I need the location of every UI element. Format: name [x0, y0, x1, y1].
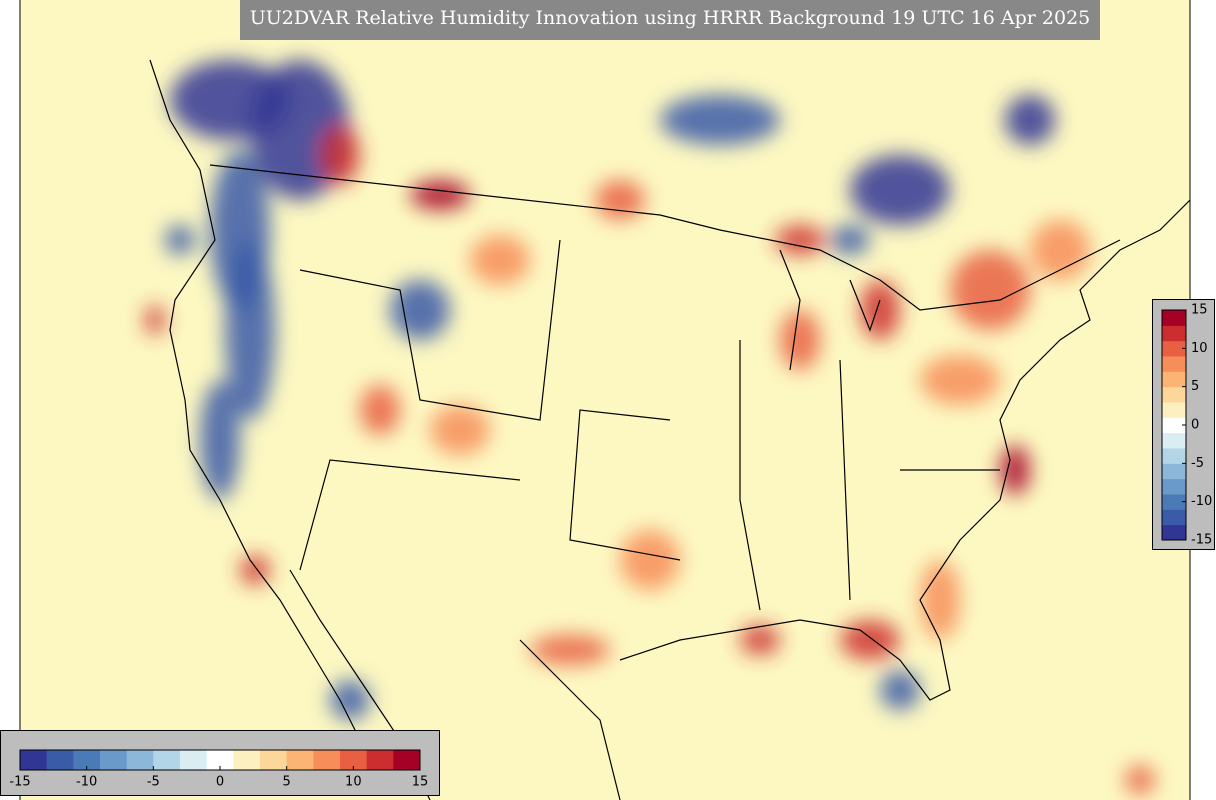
colorbar-segment	[1162, 463, 1186, 480]
colorbar-segment	[1162, 494, 1186, 510]
colorbar-segment	[1162, 310, 1186, 326]
field-blob	[200, 380, 240, 500]
field-blob	[620, 530, 680, 590]
field-blob	[410, 180, 470, 210]
colorbar-tick-label: 0	[1191, 418, 1199, 433]
colorbar-tick-label: -15	[9, 775, 30, 790]
colorbar-segment	[286, 750, 314, 770]
colorbar-segment	[206, 750, 234, 770]
field-blob	[920, 560, 960, 640]
colorbar-segment	[180, 750, 208, 770]
colorbar-tick-label: 15	[412, 775, 429, 790]
colorbar-segment	[1162, 356, 1186, 372]
field-blob	[780, 310, 820, 370]
colorbar-segment	[1162, 524, 1186, 541]
colorbar-segment	[313, 750, 341, 770]
field-blob	[860, 280, 900, 340]
field-blob	[775, 225, 825, 255]
colorbar-segment	[340, 750, 368, 770]
field-blob	[830, 225, 870, 255]
colorbar-tick-label: 15	[1191, 303, 1208, 318]
humidity-field	[145, 60, 1155, 795]
colorbar-tick-label: -5	[147, 775, 160, 790]
colorbar-tick-label: 5	[1191, 379, 1199, 394]
colorbar-segment	[153, 750, 181, 770]
map-title: UU2DVAR Relative Humidity Innovation usi…	[250, 7, 1091, 29]
field-blob	[145, 305, 165, 335]
colorbar-segment	[1162, 371, 1186, 388]
field-blob	[1125, 765, 1155, 795]
field-blob	[1005, 95, 1055, 145]
colorbar-segment	[1162, 432, 1186, 449]
field-blob	[1030, 220, 1090, 280]
colorbar-tick-label: 0	[216, 775, 224, 790]
colorbar-tick-label: 5	[283, 775, 291, 790]
field-blob	[530, 635, 610, 665]
field-blob	[360, 385, 400, 435]
field-blob	[950, 250, 1030, 330]
colorbar-segment	[1162, 325, 1186, 342]
colorbar-segment	[1162, 509, 1186, 526]
colorbar-segment	[393, 750, 421, 770]
colorbar-segment	[100, 750, 128, 770]
colorbar-segment	[126, 750, 154, 770]
field-blob	[320, 125, 360, 185]
colorbar-horizontal: -15 -10 -5 0 5 10 15	[9, 749, 429, 790]
colorbar-tick-label: 10	[345, 775, 362, 790]
field-blob	[225, 240, 275, 420]
colorbar-segment	[366, 750, 394, 770]
field-blob	[1000, 445, 1030, 495]
map	[20, 0, 1190, 800]
colorbar-segment	[73, 750, 101, 770]
colorbar-segment	[1162, 340, 1186, 357]
field-blob	[595, 180, 645, 220]
colorbar-segment	[1162, 448, 1186, 464]
colorbar-tick-label: 10	[1191, 341, 1208, 356]
field-blob	[880, 670, 920, 710]
colorbar-tick-label: -5	[1191, 456, 1204, 471]
colorbar-segment	[1162, 386, 1186, 403]
colorbar-segment	[1162, 478, 1186, 495]
colorbar-segment	[233, 750, 261, 770]
colorbar-vertical: -15 -10 -5 0 5 10 15	[1161, 303, 1212, 548]
coastlines	[149, 59, 1190, 800]
colorbar-tick-label: -10	[1191, 494, 1212, 509]
field-blob	[850, 155, 950, 225]
colorbar-tick-label: -15	[1191, 533, 1212, 548]
field-blob	[430, 405, 490, 455]
colorbar-segment	[260, 750, 288, 770]
colorbar-segment	[1162, 417, 1186, 434]
colorbar-segment	[1162, 402, 1186, 418]
field-blob	[330, 680, 370, 720]
field-blob	[920, 355, 1000, 405]
colorbar-segment	[20, 750, 48, 770]
field-blob	[840, 620, 900, 660]
field-blob	[470, 235, 530, 285]
field-blob	[740, 625, 780, 655]
title-box	[240, 0, 1100, 40]
field-blob	[390, 280, 450, 340]
field-blob	[660, 95, 780, 145]
colorbar-segment	[46, 750, 74, 770]
colorbar-tick-label: -10	[76, 775, 97, 790]
field-blob	[165, 225, 195, 255]
